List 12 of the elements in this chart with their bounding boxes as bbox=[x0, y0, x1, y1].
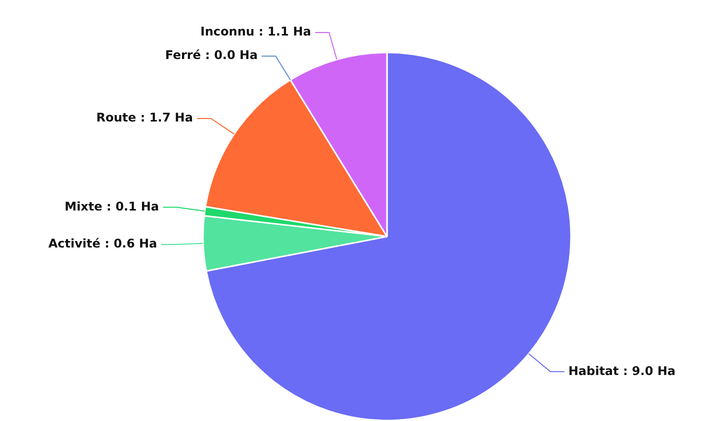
slice-label: Route bbox=[96, 110, 140, 125]
data-label: : 1.1 Ha bbox=[258, 24, 312, 39]
data-label: : 1.7 Ha bbox=[140, 110, 193, 125]
text: : 0.0 Ha bbox=[205, 48, 258, 62]
slice-label: Habitat bbox=[568, 364, 623, 378]
data-label: : 0.6 Ha bbox=[104, 236, 158, 251]
slice-label: Activité bbox=[48, 236, 105, 251]
data-label: : 0.1 Ha bbox=[106, 199, 160, 214]
slice-label: Inconnu bbox=[200, 24, 259, 39]
category-label: Ferré bbox=[165, 48, 201, 62]
slice-label: Mixte bbox=[64, 199, 106, 214]
data-label: : 9.0 Ha bbox=[622, 364, 676, 378]
